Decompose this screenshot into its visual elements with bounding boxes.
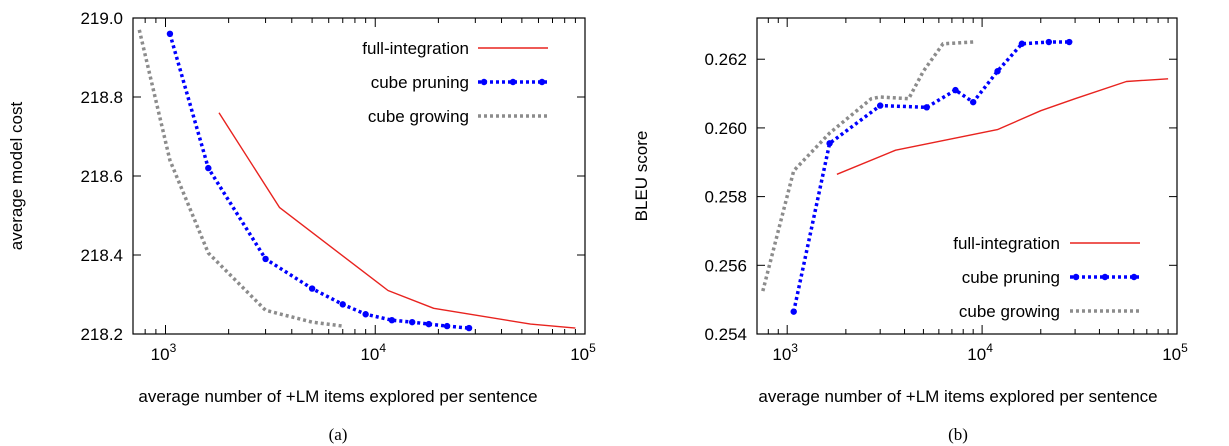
- y-axis-label-a: average model cost: [7, 102, 26, 251]
- x-tick-base: 10: [360, 345, 379, 364]
- x-tick-exponent: 4: [379, 341, 386, 355]
- data-point-cube-pruning: [1018, 40, 1026, 47]
- data-point-cube-pruning: [443, 322, 451, 330]
- caption-b: (b): [948, 425, 968, 444]
- caption-a: (a): [329, 425, 348, 444]
- legend-swatch-point: [1101, 273, 1109, 281]
- data-point-cube-pruning: [262, 255, 269, 263]
- x-ticks-b: 103 104 105: [756, 18, 1188, 364]
- data-point-cube-pruning: [876, 102, 884, 109]
- data-point-cube-pruning: [425, 320, 432, 328]
- data-point-cube-pruning: [388, 316, 396, 324]
- legend-label: cube growing: [368, 107, 469, 126]
- plot-frame-a: [132, 17, 586, 335]
- legend-swatch-point: [509, 78, 517, 86]
- x-axis-label-a: average number of +LM items explored per…: [138, 387, 537, 406]
- legend-label: full-integration: [953, 234, 1060, 253]
- data-point-cube-pruning: [826, 140, 833, 147]
- y-tick-label: 0.254: [704, 325, 747, 344]
- data-point-cube-pruning: [166, 30, 174, 37]
- legend-b: full-integration cube pruning cube growing: [953, 234, 1140, 321]
- legend-swatch-point: [1130, 273, 1138, 281]
- x-tick-base: 10: [967, 345, 986, 364]
- x-tick-exponent: 5: [1181, 341, 1188, 355]
- legend-swatch-point: [1072, 273, 1080, 281]
- legend-label: cube pruning: [371, 73, 469, 92]
- x-axis-label-b: average number of +LM items explored per…: [758, 387, 1157, 406]
- data-point-cube-pruning: [952, 86, 959, 94]
- data-point-cube-pruning: [969, 98, 977, 106]
- x-tick-label: 104: [360, 341, 386, 364]
- legend-label: cube pruning: [962, 268, 1060, 287]
- series-line-cube-pruning: [791, 40, 1070, 313]
- series-line-cube-growing: [761, 40, 974, 292]
- legend-a: full-integration cube pruning cube growing: [362, 39, 548, 126]
- legend-label: cube growing: [959, 302, 1060, 321]
- series-line-full-integration: [836, 78, 1169, 175]
- x-tick-exponent: 3: [170, 341, 177, 355]
- x-tick-label: 105: [570, 341, 596, 364]
- x-tick-label: 105: [1162, 341, 1188, 364]
- plot-frame-b: [756, 17, 1178, 335]
- series-line-cube-growing: [137, 29, 344, 328]
- y-tick-label: 218.4: [80, 246, 123, 265]
- x-tick-base: 10: [151, 345, 170, 364]
- data-point-cube-pruning: [923, 104, 930, 111]
- y-tick-label: 0.256: [704, 256, 747, 275]
- x-ticks-a: 103 104 105: [132, 18, 596, 364]
- y-tick-label: 0.262: [704, 50, 747, 69]
- legend-swatch-point: [480, 78, 488, 86]
- x-tick-base: 10: [1162, 345, 1181, 364]
- y-tick-label: 218.6: [80, 167, 123, 186]
- y-tick-label: 0.260: [704, 119, 747, 138]
- y-ticks-a: 218.2 218.4 218.6 218.8 219.0: [80, 9, 585, 344]
- x-tick-exponent: 4: [986, 341, 993, 355]
- x-tick-label: 104: [967, 341, 993, 364]
- y-tick-label: 218.8: [80, 88, 123, 107]
- series-b: [761, 38, 1169, 315]
- data-point-cube-pruning: [1066, 38, 1073, 46]
- x-tick-exponent: 5: [589, 341, 596, 355]
- y-tick-label: 218.2: [80, 325, 123, 344]
- x-tick-base: 10: [570, 345, 589, 364]
- data-point-cube-pruning: [339, 301, 346, 308]
- x-tick-exponent: 3: [791, 341, 798, 355]
- x-tick-label: 103: [772, 341, 798, 364]
- y-tick-label: 0.258: [704, 188, 747, 207]
- legend-swatch-point: [538, 78, 546, 86]
- y-tick-label: 219.0: [80, 9, 123, 28]
- series-a: [137, 29, 576, 332]
- data-point-cube-pruning: [465, 324, 473, 332]
- series-line-full-integration: [218, 112, 576, 329]
- data-point-cube-pruning: [205, 164, 212, 172]
- data-point-cube-pruning: [408, 318, 416, 326]
- x-tick-base: 10: [772, 345, 791, 364]
- data-point-cube-pruning: [308, 285, 316, 292]
- legend-label: full-integration: [362, 39, 469, 58]
- y-ticks-b: 0.254 0.256 0.258 0.260 0.262: [704, 50, 1177, 344]
- data-point-cube-pruning: [1045, 38, 1053, 46]
- data-point-cube-pruning: [790, 308, 797, 315]
- data-point-cube-pruning: [994, 68, 1001, 75]
- x-tick-label: 103: [151, 341, 177, 364]
- data-point-cube-pruning: [362, 311, 369, 318]
- y-axis-label-b: BLEU score: [632, 131, 651, 222]
